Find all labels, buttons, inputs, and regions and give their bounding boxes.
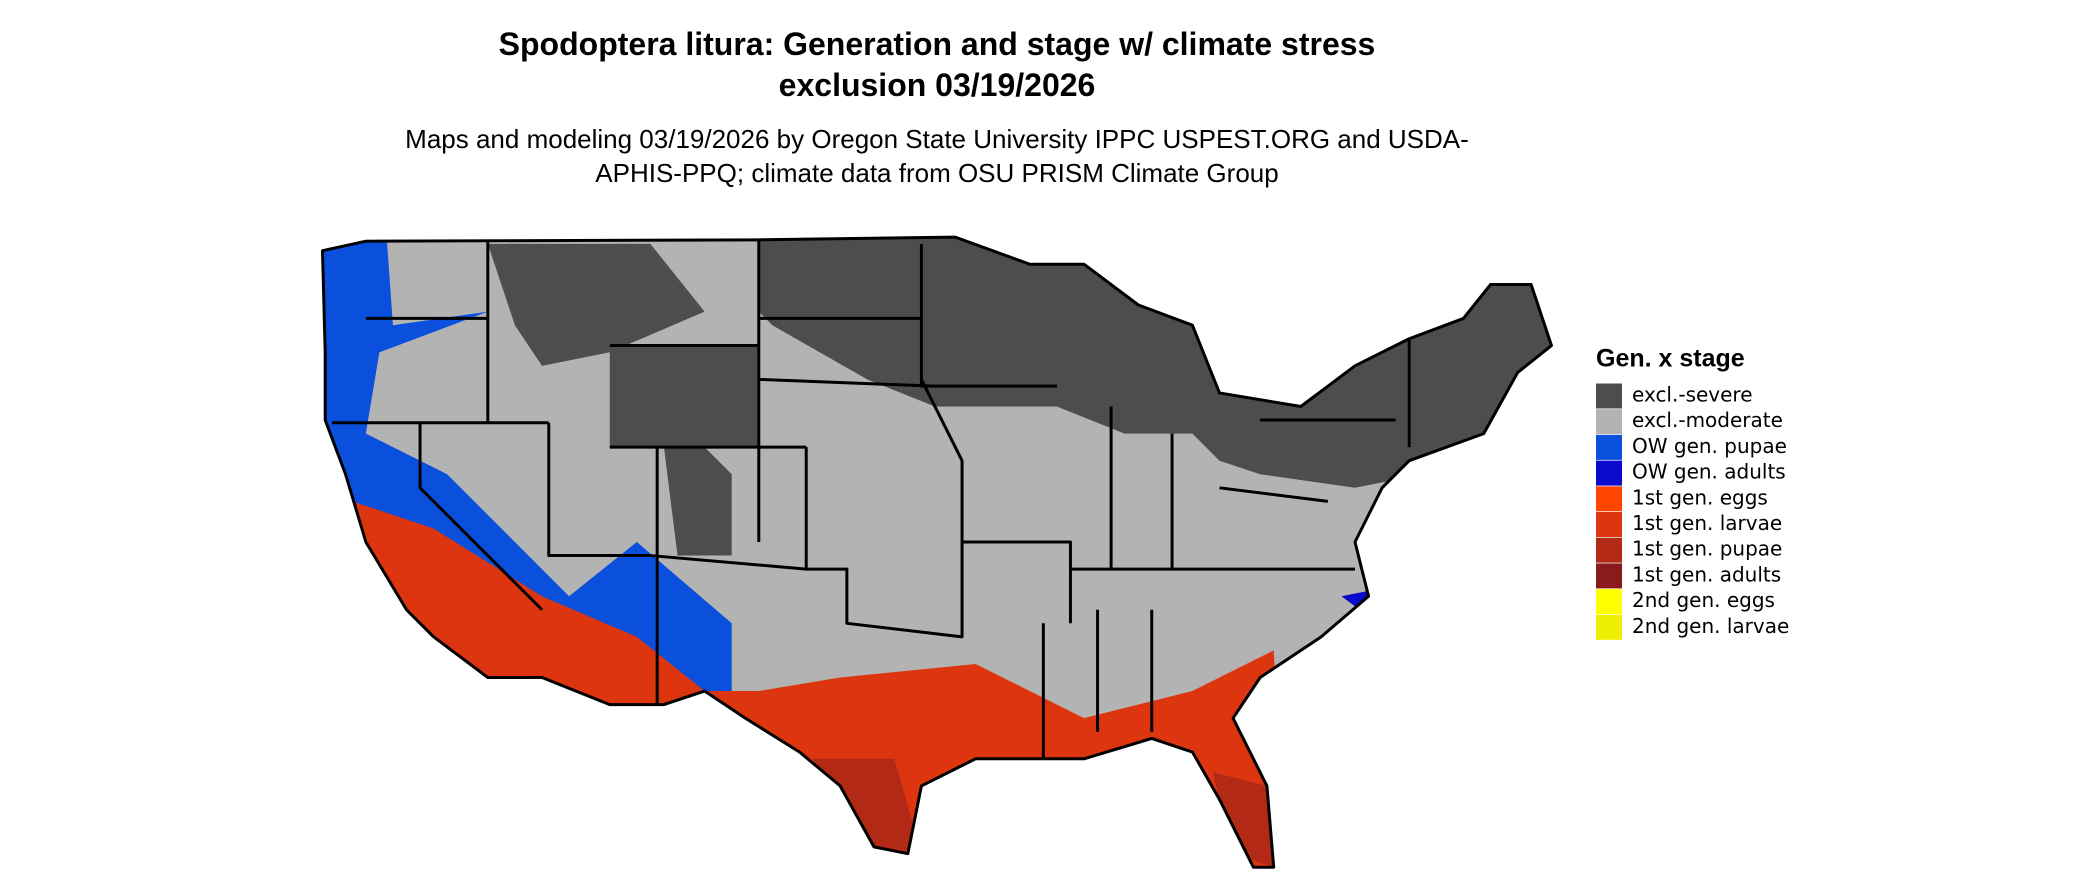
legend-swatch	[1596, 537, 1622, 563]
legend-label: excl.-severe	[1632, 383, 1753, 407]
legend-label: 1st gen. pupae	[1632, 537, 1782, 561]
legend-label: OW gen. pupae	[1632, 434, 1787, 458]
legend-swatch	[1596, 434, 1622, 460]
map-title: Spodoptera litura: Generation and stage …	[498, 26, 1376, 103]
legend-swatch	[1596, 614, 1622, 640]
legend-swatch	[1596, 383, 1622, 409]
legend-label: excl.-moderate	[1632, 408, 1783, 432]
legend-label: 2nd gen. larvae	[1632, 614, 1789, 638]
region	[813, 758, 1274, 868]
legend-swatch	[1596, 563, 1622, 589]
legend-title: Gen. x stage	[1596, 345, 1745, 373]
map-body	[320, 235, 1553, 869]
legend-label: 2nd gen. eggs	[1632, 588, 1775, 612]
legend-label: 1st gen. larvae	[1632, 511, 1782, 535]
legend-label: 1st gen. eggs	[1632, 485, 1768, 509]
legend-label: 1st gen. adults	[1632, 562, 1781, 586]
state-lines	[331, 239, 1411, 759]
legend-swatch	[1596, 460, 1622, 486]
region	[487, 243, 705, 366]
legend-swatch	[1596, 589, 1622, 615]
legend-swatch	[1596, 409, 1622, 435]
legend-swatch	[1596, 486, 1622, 512]
legend-label: OW gen. adults	[1632, 460, 1786, 484]
region	[609, 345, 759, 556]
map-subtitle: Maps and modeling 03/19/2026 by Oregon S…	[405, 124, 1469, 188]
legend-swatch	[1596, 512, 1622, 537]
